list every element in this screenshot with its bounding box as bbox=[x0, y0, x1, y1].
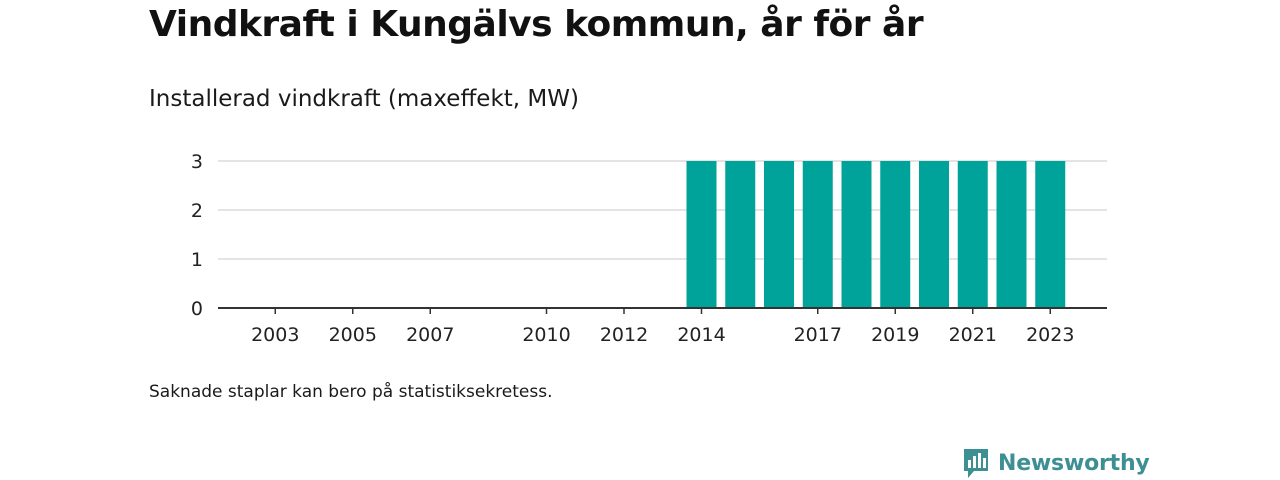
newsworthy-logo: Newsworthy bbox=[962, 447, 1150, 479]
bar-2015 bbox=[725, 161, 756, 308]
footnote: Saknade staplar kan bero på statistiksek… bbox=[149, 382, 553, 402]
x-tick-label: 2019 bbox=[871, 324, 919, 346]
y-tick-label: 2 bbox=[191, 200, 203, 222]
x-tick-label: 2012 bbox=[600, 324, 648, 346]
bar-2020 bbox=[919, 161, 949, 308]
newsworthy-logo-text: Newsworthy bbox=[998, 450, 1150, 476]
bar-2021 bbox=[957, 161, 988, 308]
bar-2014 bbox=[686, 161, 717, 308]
x-tick-label: 2003 bbox=[251, 324, 299, 346]
x-tick-label: 2023 bbox=[1026, 324, 1074, 346]
y-tick-label: 1 bbox=[191, 249, 203, 271]
chart-subtitle: Installerad vindkraft (maxeffekt, MW) bbox=[149, 86, 579, 112]
x-tick-label: 2010 bbox=[522, 324, 570, 346]
x-tick-label: 2017 bbox=[794, 324, 842, 346]
bar-2022 bbox=[996, 161, 1027, 308]
y-tick-label: 3 bbox=[191, 151, 203, 173]
x-tick-label: 2021 bbox=[949, 324, 997, 346]
bar-2016 bbox=[764, 161, 794, 308]
newsworthy-logo-icon bbox=[964, 449, 988, 478]
bar-2018 bbox=[841, 161, 872, 308]
x-tick-label: 2005 bbox=[329, 324, 377, 346]
bar-2023 bbox=[1035, 161, 1066, 308]
x-tick-label: 2014 bbox=[677, 324, 725, 346]
y-tick-label: 0 bbox=[191, 298, 203, 320]
bar-2019 bbox=[880, 161, 911, 308]
chart-title: Vindkraft i Kungälvs kommun, år för år bbox=[149, 4, 924, 45]
x-tick-label: 2007 bbox=[406, 324, 454, 346]
bar-2017 bbox=[802, 161, 833, 308]
